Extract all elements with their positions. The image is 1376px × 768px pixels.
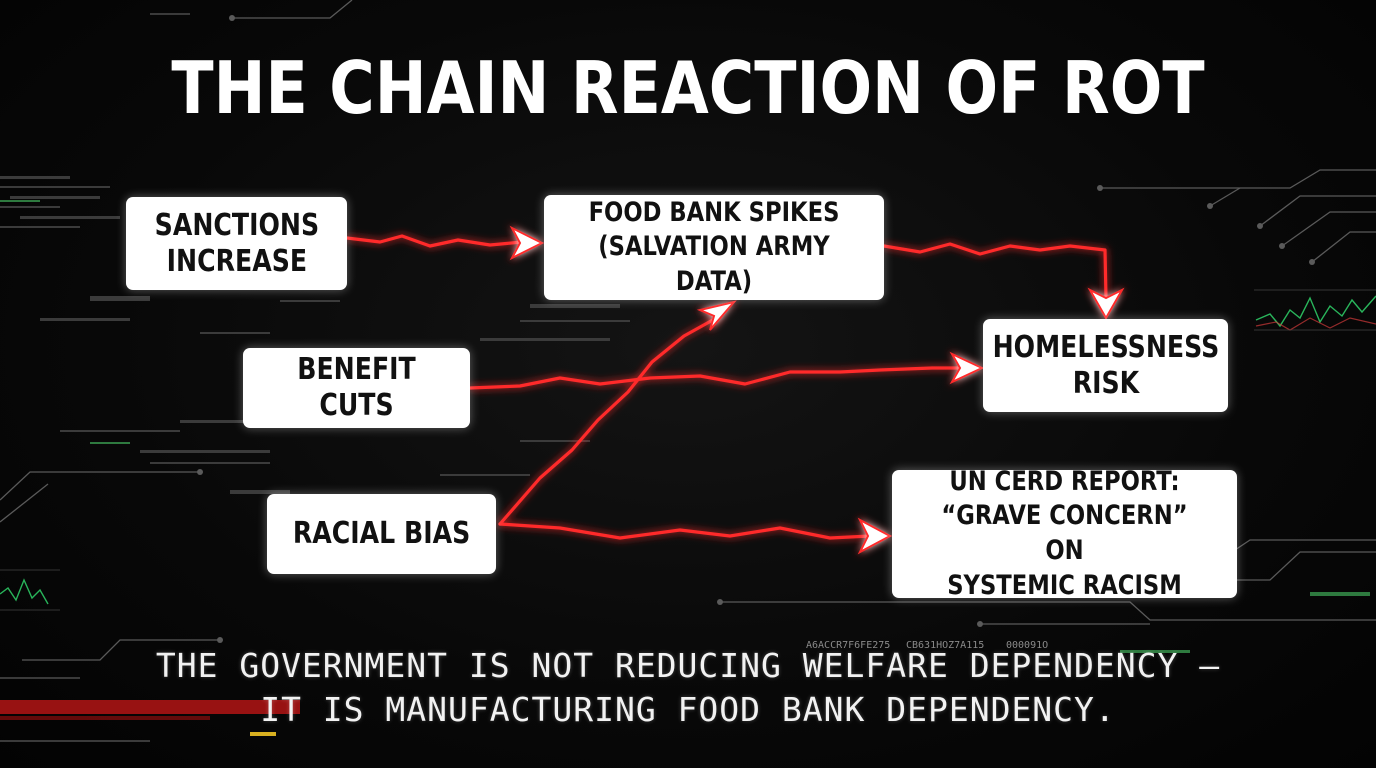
footer-line-2: IT IS MANUFACTURING FOOD BANK DEPENDENCY…: [260, 690, 1116, 729]
node-food-bank-spikes-label: FOOD BANK SPIKES (SALVATION ARMY DATA): [588, 196, 840, 297]
arrowhead-homelessness-left: [949, 351, 985, 385]
arrowhead-foodbank: [509, 225, 545, 261]
arrow-sanctions-to-foodbank: [345, 234, 524, 248]
footer-line-1: THE GOVERNMENT IS NOT REDUCING WELFARE D…: [155, 646, 1221, 685]
node-racial-bias: RACIAL BIAS: [267, 494, 496, 574]
node-sanctions-increase: SANCTIONS INCREASE: [126, 197, 347, 290]
diagram-title: THE CHAIN REACTION OF ROT: [171, 46, 1205, 130]
arrow-benefitcuts-to-homelessness: [468, 366, 962, 390]
decor-code-3: 000091O: [1006, 640, 1049, 651]
node-homelessness-risk: HOMELESSNESS RISK: [983, 319, 1228, 412]
arrowhead-homelessness-top: [1087, 287, 1125, 321]
decor-code-2: CB631HOZ7A115: [906, 640, 985, 651]
node-un-cerd-report: UN CERD REPORT: “GRAVE CONCERN” ON SYSTE…: [892, 466, 1237, 601]
node-benefit-cuts-label: BENEFIT CUTS: [297, 352, 416, 423]
node-benefit-cuts: BENEFIT CUTS: [243, 348, 470, 428]
arrow-racialbias-to-foodbank: [498, 314, 722, 526]
node-un-cerd-report-label: UN CERD REPORT: “GRAVE CONCERN” ON SYSTE…: [941, 465, 1188, 601]
arrowhead-foodbank-bottom: [696, 300, 737, 331]
node-food-bank-spikes: FOOD BANK SPIKES (SALVATION ARMY DATA): [544, 195, 884, 300]
arrowhead-uncerd: [857, 517, 893, 555]
node-racial-bias-label: RACIAL BIAS: [292, 516, 471, 551]
arrow-racialbias-to-uncerd: [498, 522, 872, 540]
decor-code-1: A6ACCR7F6FE275: [806, 640, 891, 651]
arrow-foodbank-to-homelessness: [882, 242, 1108, 300]
node-homelessness-risk-label: HOMELESSNESS RISK: [992, 329, 1219, 401]
node-sanctions-increase-label: SANCTIONS INCREASE: [154, 207, 319, 279]
